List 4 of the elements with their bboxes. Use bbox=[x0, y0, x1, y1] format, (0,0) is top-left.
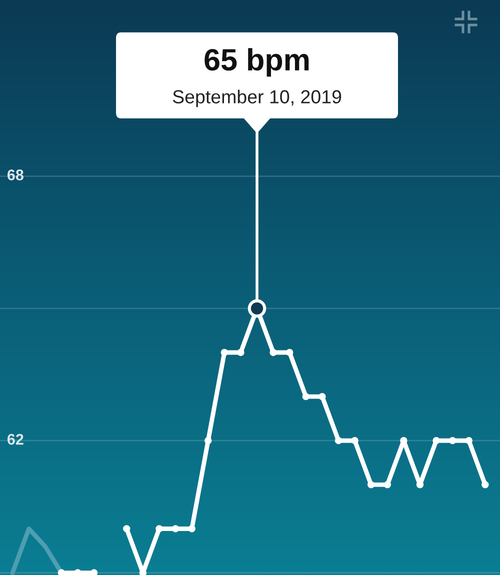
y-tick-label: 62 bbox=[8, 434, 24, 445]
annotation: September 10, 2019 bbox=[172, 90, 342, 108]
y-tick-label: 68 bbox=[8, 170, 24, 180]
annotation: 65 bpm bbox=[204, 48, 309, 77]
